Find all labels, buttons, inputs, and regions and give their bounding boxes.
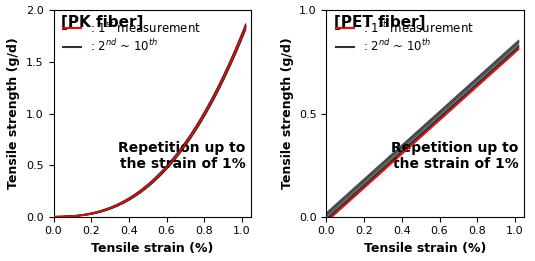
Text: [PET fiber]: [PET fiber]: [334, 15, 426, 29]
Text: Repetition up to
the strain of 1%: Repetition up to the strain of 1%: [118, 141, 246, 171]
Legend: : 1$^{st}$ measurement, : 2$^{nd}$ ~ 10$^{th}$: : 1$^{st}$ measurement, : 2$^{nd}$ ~ 10$…: [332, 16, 478, 58]
X-axis label: Tensile strain (%): Tensile strain (%): [364, 242, 486, 255]
Text: [PK fiber]: [PK fiber]: [62, 15, 144, 29]
X-axis label: Tensile strain (%): Tensile strain (%): [91, 242, 213, 255]
Y-axis label: Tensile strength (g/d): Tensile strength (g/d): [280, 38, 294, 189]
Legend: : 1$^{st}$ measurement, : 2$^{nd}$ ~ 10$^{th}$: : 1$^{st}$ measurement, : 2$^{nd}$ ~ 10$…: [59, 16, 204, 58]
Y-axis label: Tensile strength (g/d): Tensile strength (g/d): [7, 38, 20, 189]
Text: Repetition up to
the strain of 1%: Repetition up to the strain of 1%: [391, 141, 518, 171]
